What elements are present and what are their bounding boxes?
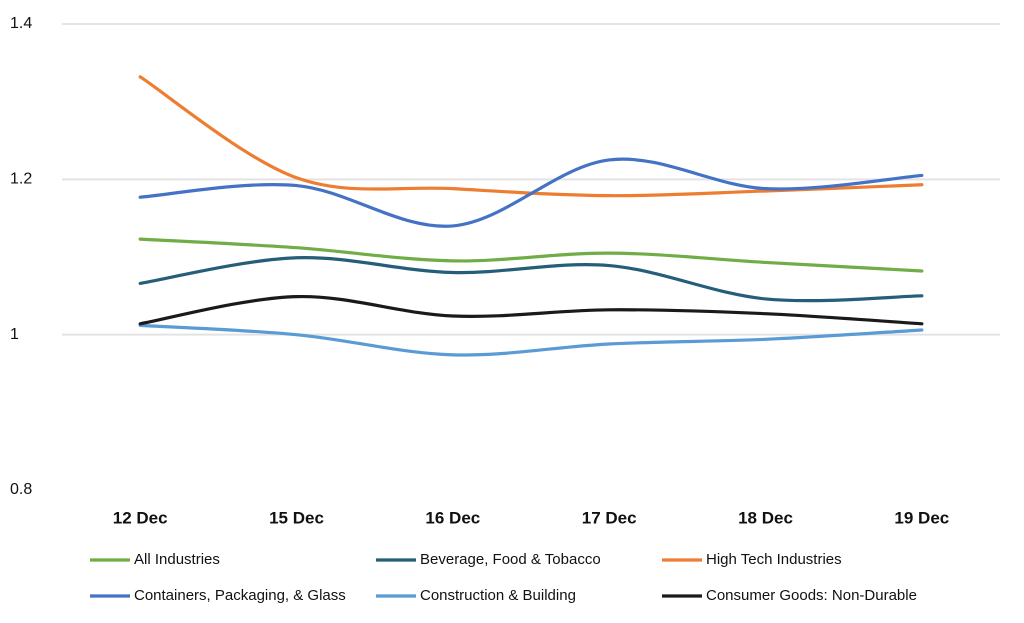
line-series xyxy=(138,256,924,303)
x-tick-label: 15 Dec xyxy=(269,508,324,527)
x-tick-label: 16 Dec xyxy=(425,508,480,527)
legend-label: Beverage, Food & Tobacco xyxy=(420,551,601,568)
x-tick-label: 17 Dec xyxy=(582,508,637,527)
y-tick-label: 0.8 xyxy=(10,481,32,498)
y-tick-label: 1.2 xyxy=(10,171,32,188)
line-series xyxy=(138,157,924,228)
line-series xyxy=(138,75,924,198)
legend-label: Construction & Building xyxy=(420,587,576,604)
legend-label: High Tech Industries xyxy=(706,551,842,568)
x-tick-label: 12 Dec xyxy=(113,508,168,527)
y-tick-label: 1.4 xyxy=(10,15,32,32)
line-series xyxy=(138,237,924,273)
x-tick-label: 19 Dec xyxy=(894,508,949,527)
x-tick-label: 18 Dec xyxy=(738,508,793,527)
line-series xyxy=(138,295,924,326)
y-tick-label: 1 xyxy=(10,326,19,343)
legend-label: Consumer Goods: Non-Durable xyxy=(706,587,917,604)
legend-label: All Industries xyxy=(134,551,220,568)
legend-label: Containers, Packaging, & Glass xyxy=(134,587,346,604)
line-series xyxy=(138,323,924,357)
